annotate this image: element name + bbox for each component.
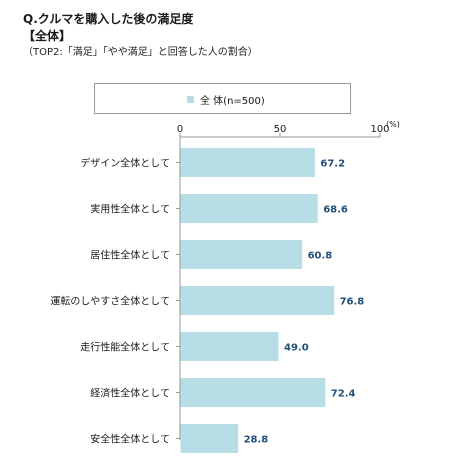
- category-label: 走行性能全体として: [80, 341, 170, 354]
- legend: 全 体(n=500): [94, 83, 351, 114]
- value-label: 67.2: [320, 159, 345, 170]
- value-label: 60.8: [308, 251, 333, 262]
- value-label: 68.6: [323, 205, 348, 216]
- bar: [180, 424, 239, 453]
- value-label: 72.4: [331, 389, 356, 400]
- category-label: 居住性全体として: [90, 249, 170, 262]
- bar: [180, 148, 315, 177]
- category-label: デザイン全体として: [80, 157, 170, 170]
- legend-swatch: [187, 96, 194, 103]
- category-label: 安全性全体として: [90, 433, 170, 446]
- chart-header: Q.クルマを購入した後の満足度 【全体】 （TOP2:「満足」「やや満足」と回答…: [23, 11, 433, 60]
- chart-subtitle: 【全体】: [23, 29, 72, 43]
- bar: [180, 378, 326, 407]
- category-label: 経済性全体として: [90, 387, 170, 400]
- value-label: 49.0: [284, 343, 309, 354]
- chart-title: Q.クルマを購入した後の満足度: [23, 12, 194, 26]
- value-label: 28.8: [244, 435, 269, 446]
- legend-label: 全 体(n=500): [200, 96, 265, 107]
- value-label: 76.8: [340, 297, 365, 308]
- x-tick-label: 50: [274, 124, 287, 135]
- bar: [180, 240, 303, 269]
- x-tick-label: 0: [177, 124, 183, 135]
- x-tick-label: 100: [370, 124, 389, 135]
- chart-note: （TOP2:「満足」「やや満足」と回答した人の割合）: [23, 47, 258, 58]
- bar: [180, 332, 279, 361]
- category-label: 運転のしやすさ全体として: [50, 295, 170, 308]
- bar: [180, 286, 335, 315]
- x-unit-label: (%): [386, 120, 400, 129]
- category-label: 実用性全体として: [90, 203, 170, 216]
- legend-entry: 全 体(n=500): [187, 92, 265, 107]
- bar: [180, 194, 318, 223]
